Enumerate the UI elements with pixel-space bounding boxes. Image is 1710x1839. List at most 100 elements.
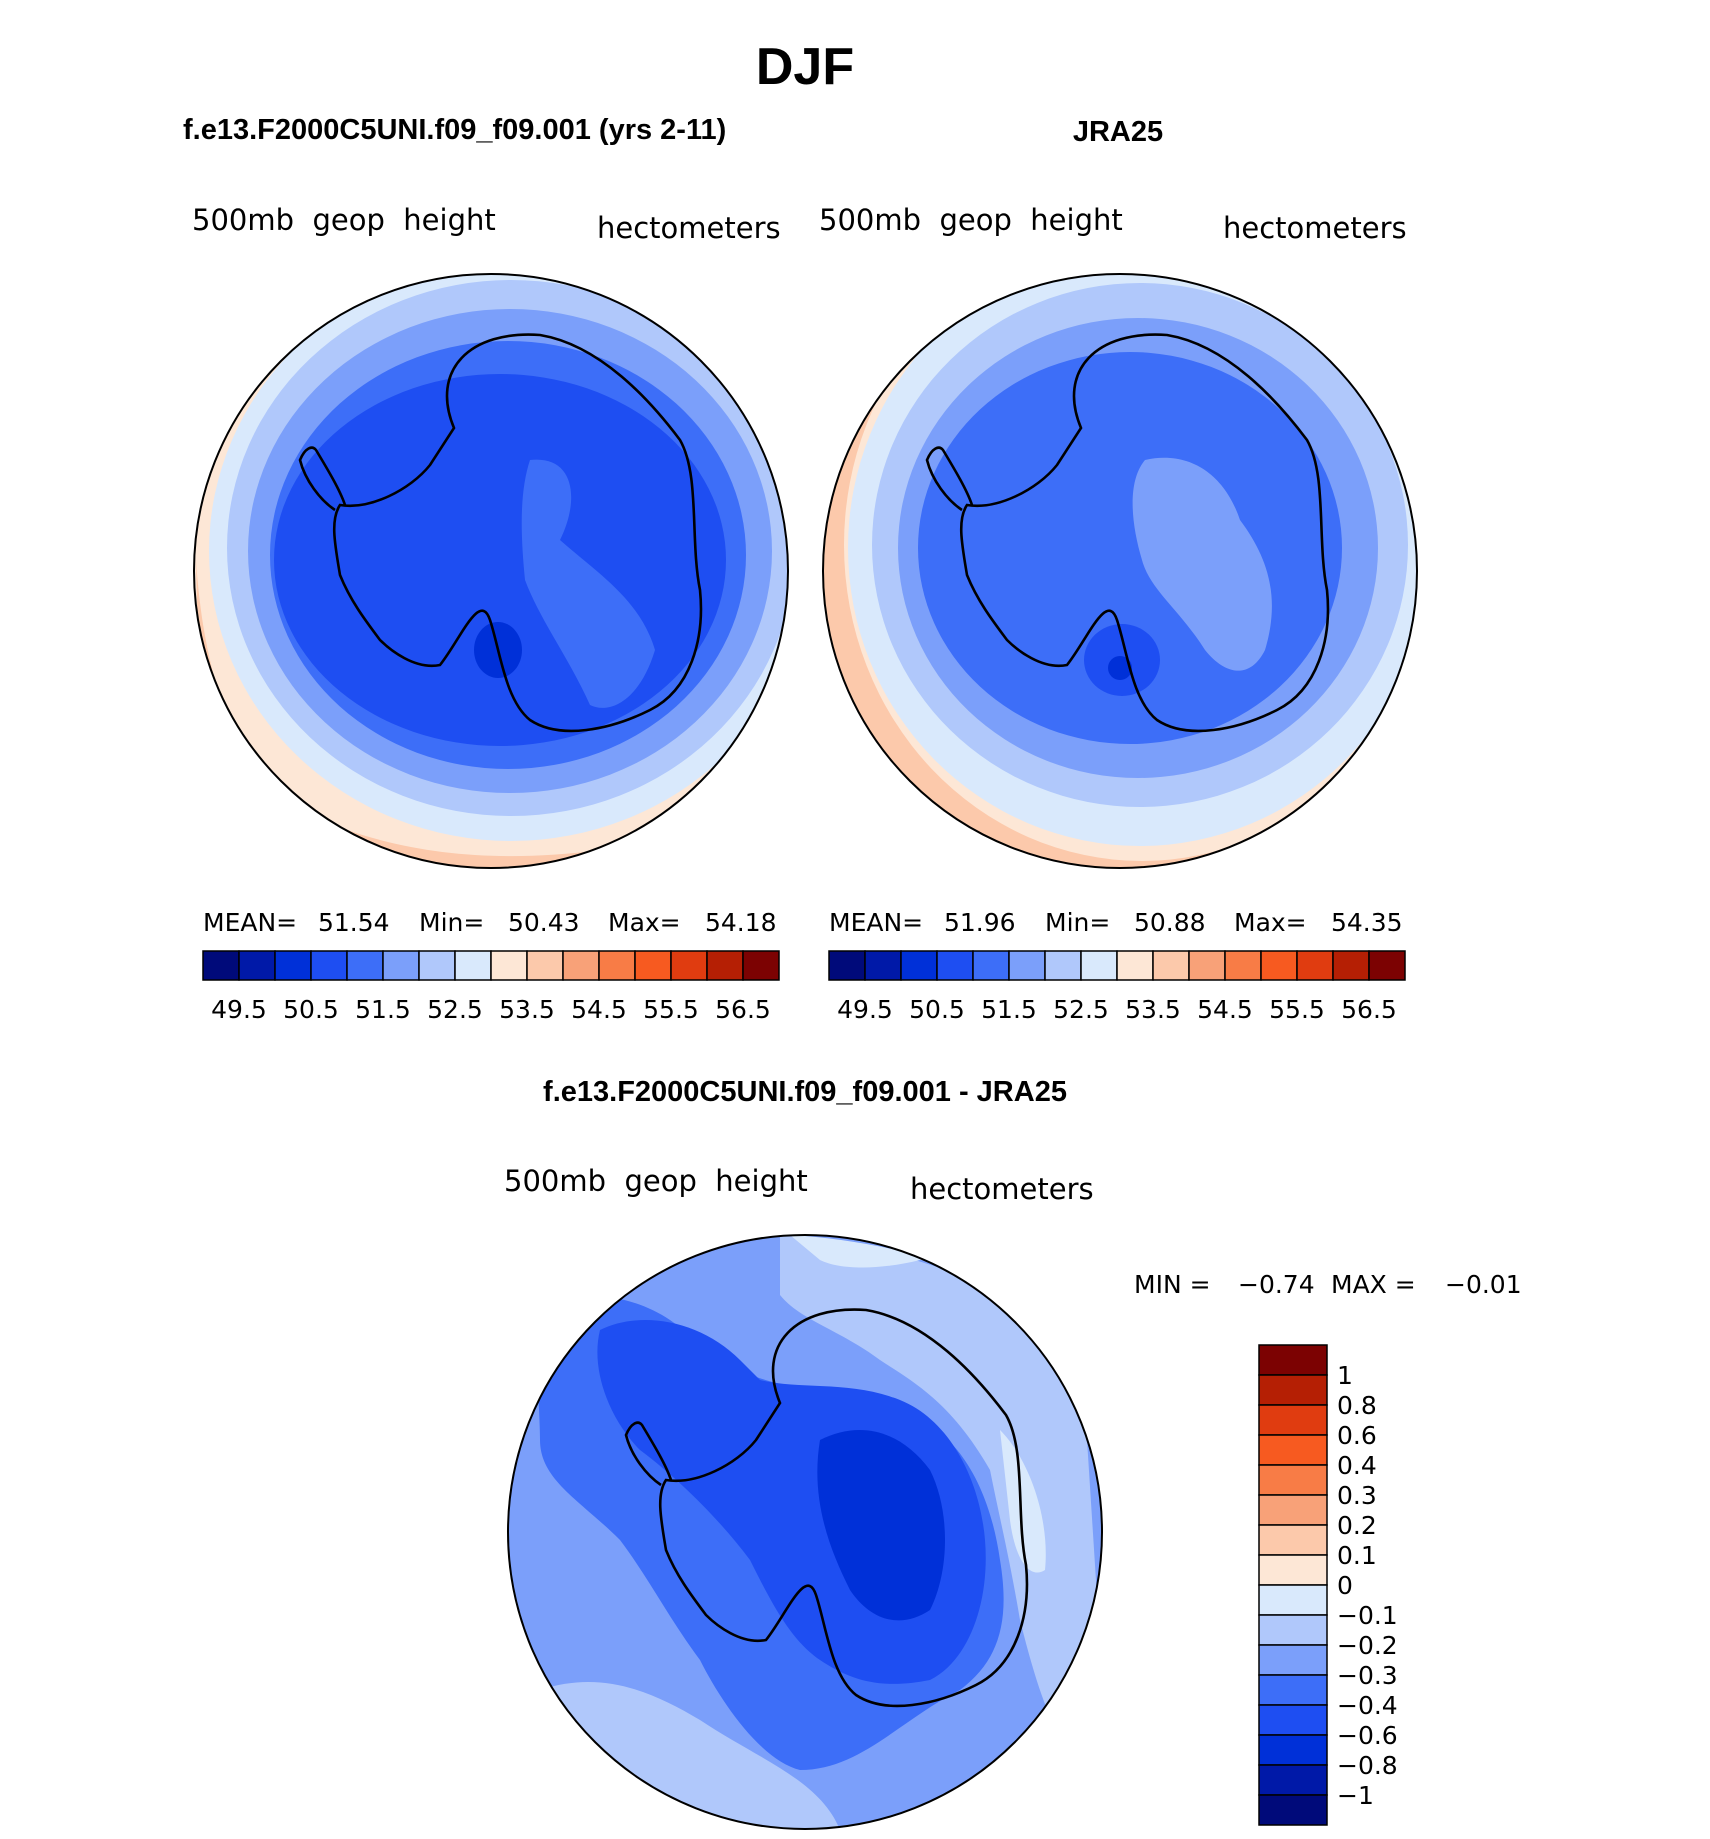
contour-band <box>274 374 726 746</box>
colorbar-tick-label: 0.4 <box>1337 1451 1377 1480</box>
max-value: 54.35 <box>1331 908 1403 937</box>
colorbar-swatch <box>1188 950 1226 981</box>
colorbar-swatch <box>1332 950 1370 981</box>
colorbar-swatch <box>1258 1374 1328 1406</box>
contour-band <box>780 1235 1102 1800</box>
colorbar-tick-label: 0.1 <box>1337 1541 1377 1570</box>
colorbar-swatch <box>382 950 420 981</box>
colorbar-swatch <box>1258 1584 1328 1616</box>
colorbar-tick-label: −1 <box>1337 1781 1374 1810</box>
contour-band <box>280 810 640 868</box>
min-value: 50.43 <box>508 908 580 937</box>
panel-obs-colorbar: 49.5 50.5 51.5 52.5 53.5 54.5 55.5 56.5 <box>828 950 1406 1024</box>
min-label: Min= <box>419 908 484 937</box>
colorbar-swatch <box>1152 950 1190 981</box>
colorbar-swatch <box>346 950 384 981</box>
colorbar-swatch <box>828 950 866 981</box>
panel-model-units: hectometers <box>597 211 781 245</box>
panel-obs: JRA25 500mb geop height hectometers MEAN… <box>819 116 1418 1024</box>
colorbar-swatch <box>1080 950 1118 981</box>
max-value: −0.01 <box>1445 1270 1522 1299</box>
colorbar-swatch <box>1258 1794 1328 1826</box>
min-value: −0.74 <box>1238 1270 1315 1299</box>
panel-obs-units: hectometers <box>1223 211 1407 245</box>
colorbar-swatch <box>274 950 312 981</box>
colorbar-swatch <box>1258 1554 1328 1586</box>
colorbar-swatch <box>310 950 348 981</box>
colorbar-tick-label: 0.8 <box>1337 1391 1377 1420</box>
colorbar-tick-label: 56.5 <box>715 995 771 1024</box>
colorbar-swatch <box>670 950 708 981</box>
panel-diff-units: hectometers <box>910 1172 1094 1206</box>
colorbar-swatch <box>1258 1494 1328 1526</box>
colorbar-tick-label: 0.3 <box>1337 1481 1377 1510</box>
panel-obs-stats: MEAN= 51.96 Min= 50.88 Max= 54.35 <box>829 908 1403 937</box>
colorbar-tick-label: 53.5 <box>1125 995 1181 1024</box>
peninsula-coastline <box>624 1421 673 1487</box>
colorbar-swatch <box>238 950 276 981</box>
colorbar-tick-label: 52.5 <box>427 995 483 1024</box>
contour-band <box>817 1430 945 1621</box>
colorbar-tick-label: 0 <box>1337 1571 1353 1600</box>
colorbar-tick-label: 56.5 <box>1341 995 1397 1024</box>
colorbar-tick-label: 49.5 <box>837 995 893 1024</box>
colorbar-swatch <box>490 950 528 981</box>
max-label: MAX = <box>1331 1270 1416 1299</box>
colorbar-tick-label: 50.5 <box>283 995 339 1024</box>
min-label: Min= <box>1045 908 1110 937</box>
colorbar-swatch <box>202 950 240 981</box>
colorbar-tick-label: 55.5 <box>1269 995 1325 1024</box>
panel-model-stats: MEAN= 51.54 Min= 50.43 Max= 54.18 <box>203 908 777 937</box>
colorbar-swatch <box>1258 1674 1328 1706</box>
colorbar-swatch <box>1258 1464 1328 1496</box>
panel-obs-variable: 500mb geop height <box>819 203 1123 237</box>
colorbar-swatch <box>742 950 780 981</box>
panel-diff: f.e13.F2000C5UNI.f09_f09.001 - JRA25 500… <box>504 1076 1522 1830</box>
colorbar-swatch <box>526 950 564 981</box>
colorbar-tick-label: 55.5 <box>643 995 699 1024</box>
season-title: DJF <box>756 38 854 96</box>
panel-model-title: f.e13.F2000C5UNI.f09_f09.001 (yrs 2-11) <box>183 114 726 146</box>
panel-model-variable: 500mb geop height <box>192 203 496 237</box>
max-value: 54.18 <box>705 908 777 937</box>
colorbar-swatch <box>1258 1434 1328 1466</box>
colorbar-swatch <box>1260 950 1298 981</box>
colorbar-swatch <box>1258 1614 1328 1646</box>
colorbar-swatch <box>706 950 744 981</box>
colorbar-swatch <box>598 950 636 981</box>
peninsula-coastline <box>298 446 347 512</box>
colorbar-tick-label: 50.5 <box>909 995 965 1024</box>
colorbar-swatch <box>1258 1344 1328 1376</box>
contour-band <box>1000 1430 1046 1573</box>
antarctica-coastline <box>658 1308 1029 1708</box>
colorbar-swatch <box>1368 950 1406 981</box>
panel-model-colorbar: 49.5 50.5 51.5 52.5 53.5 54.5 55.5 56.5 <box>202 950 780 1024</box>
colorbar-tick-label: −0.6 <box>1337 1721 1398 1750</box>
min-label: MIN = <box>1134 1270 1211 1299</box>
colorbar-tick-label: 54.5 <box>571 995 627 1024</box>
colorbar-tick-label: 53.5 <box>499 995 555 1024</box>
panel-model-map <box>194 274 788 868</box>
colorbar-swatch <box>864 950 902 981</box>
map-border <box>193 273 789 869</box>
panel-obs-title: JRA25 <box>1073 116 1163 148</box>
colorbar-tick-label: −0.3 <box>1337 1661 1398 1690</box>
contour-band <box>1132 457 1272 671</box>
colorbar-tick-label: −0.8 <box>1337 1751 1398 1780</box>
map-border <box>507 1234 1103 1830</box>
mean-label: MEAN= <box>829 908 923 937</box>
colorbar-swatch <box>936 950 974 981</box>
colorbar-swatch <box>900 950 938 981</box>
panel-diff-variable: 500mb geop height <box>504 1164 808 1198</box>
panel-diff-stats: MIN = −0.74 MAX = −0.01 <box>1134 1270 1522 1299</box>
contour-band <box>1108 656 1132 680</box>
colorbar-tick-label: −0.1 <box>1337 1601 1398 1630</box>
colorbar-swatch <box>1296 950 1334 981</box>
mean-label: MEAN= <box>203 908 297 937</box>
colorbar-swatch <box>1258 1704 1328 1736</box>
colorbar-swatch <box>1116 950 1154 981</box>
mean-value: 51.96 <box>944 908 1016 937</box>
panel-diff-title: f.e13.F2000C5UNI.f09_f09.001 - JRA25 <box>543 1076 1067 1108</box>
colorbar-tick-label: 51.5 <box>355 995 411 1024</box>
colorbar-swatch <box>1258 1404 1328 1436</box>
